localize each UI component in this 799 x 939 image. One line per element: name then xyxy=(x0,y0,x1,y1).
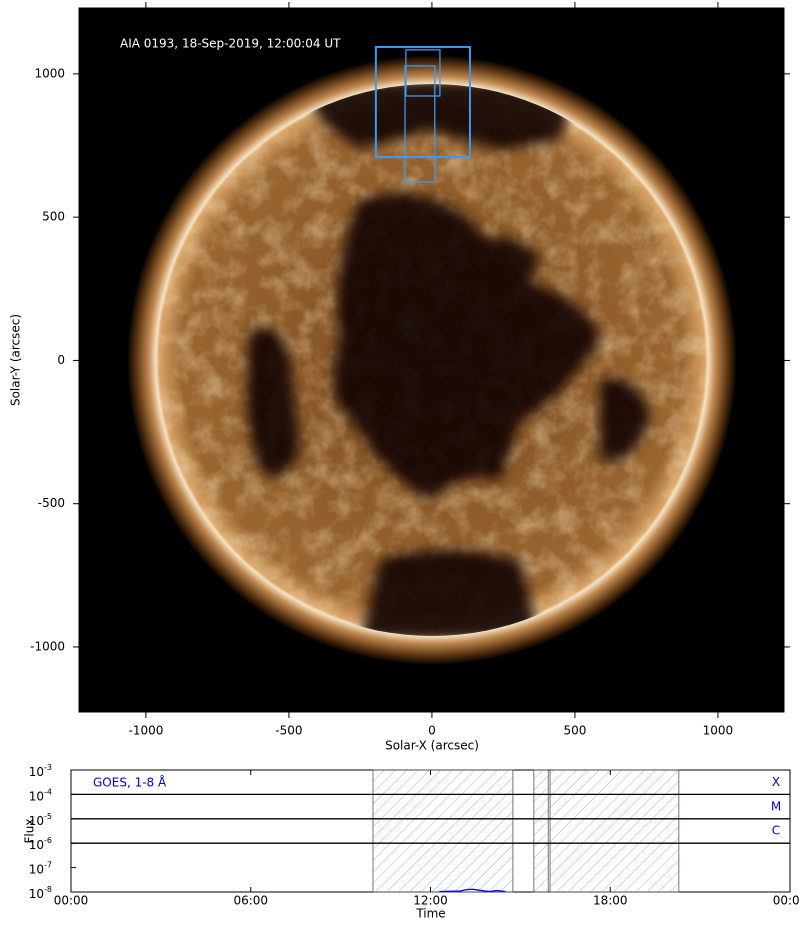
x-tick-label: 18:00 xyxy=(593,894,628,908)
y-tick-label: -1000 xyxy=(30,639,65,653)
region-box xyxy=(404,65,436,183)
flare-level-label: M xyxy=(771,799,781,813)
y-tick-exponent: -7 xyxy=(44,860,52,869)
y-tick-base: 10 xyxy=(29,789,44,803)
y-tick-label: 10-5 xyxy=(29,811,52,827)
y-tick-exponent: -5 xyxy=(44,811,52,820)
y-tick-label: 10-8 xyxy=(29,885,52,901)
y-tick-label: 10-6 xyxy=(29,836,52,852)
legend-label: GOES, 1-8 Å xyxy=(93,775,167,790)
series-line xyxy=(439,888,506,893)
x-tick-label: 12:00 xyxy=(413,894,448,908)
region-box xyxy=(405,49,441,97)
image-title: AIA 0193, 18-Sep-2019, 12:00:04 UT xyxy=(120,37,341,51)
y-tick-base: 10 xyxy=(29,838,44,852)
x-tick-label: 00:00 xyxy=(773,894,799,908)
y-tick-exponent: -4 xyxy=(44,787,52,796)
y-tick-base: 10 xyxy=(29,862,44,876)
data-gap xyxy=(549,769,680,893)
x-tick-label: 1000 xyxy=(703,724,734,738)
x-tick-label: -1000 xyxy=(128,724,163,738)
y-tick-base: 10 xyxy=(29,887,44,901)
x-tick-label: 500 xyxy=(563,724,586,738)
y-tick-label: 10-4 xyxy=(29,787,52,803)
x-tick-label: -500 xyxy=(275,724,302,738)
y-tick-exponent: -8 xyxy=(44,885,52,894)
x-axis-label: Solar-X (arcsec) xyxy=(385,739,479,753)
y-tick-label: -500 xyxy=(38,496,65,510)
x-tick-label: 0 xyxy=(428,724,436,738)
y-tick-base: 10 xyxy=(29,813,44,827)
data-gap xyxy=(533,769,549,893)
solar-image xyxy=(79,8,784,712)
x-tick-label: 00:00 xyxy=(54,894,89,908)
y-tick-label: 500 xyxy=(42,210,65,224)
y-axis-label: Flux xyxy=(23,819,37,844)
x-tick-label: 06:00 xyxy=(233,894,268,908)
region-box xyxy=(374,45,471,158)
flare-level-label: X xyxy=(772,775,780,789)
y-tick-label: 0 xyxy=(57,353,65,367)
y-tick-base: 10 xyxy=(29,765,44,779)
y-axis-label: Solar-Y (arcsec) xyxy=(9,314,23,406)
flare-level-label: C xyxy=(772,824,780,838)
y-tick-exponent: -6 xyxy=(44,836,52,845)
y-tick-label: 1000 xyxy=(34,66,65,80)
y-tick-exponent: -3 xyxy=(44,763,52,772)
data-gap xyxy=(372,769,514,893)
y-tick-label: 10-3 xyxy=(29,763,52,779)
x-axis-label: Time xyxy=(415,907,445,921)
y-tick-label: 10-7 xyxy=(29,860,52,876)
